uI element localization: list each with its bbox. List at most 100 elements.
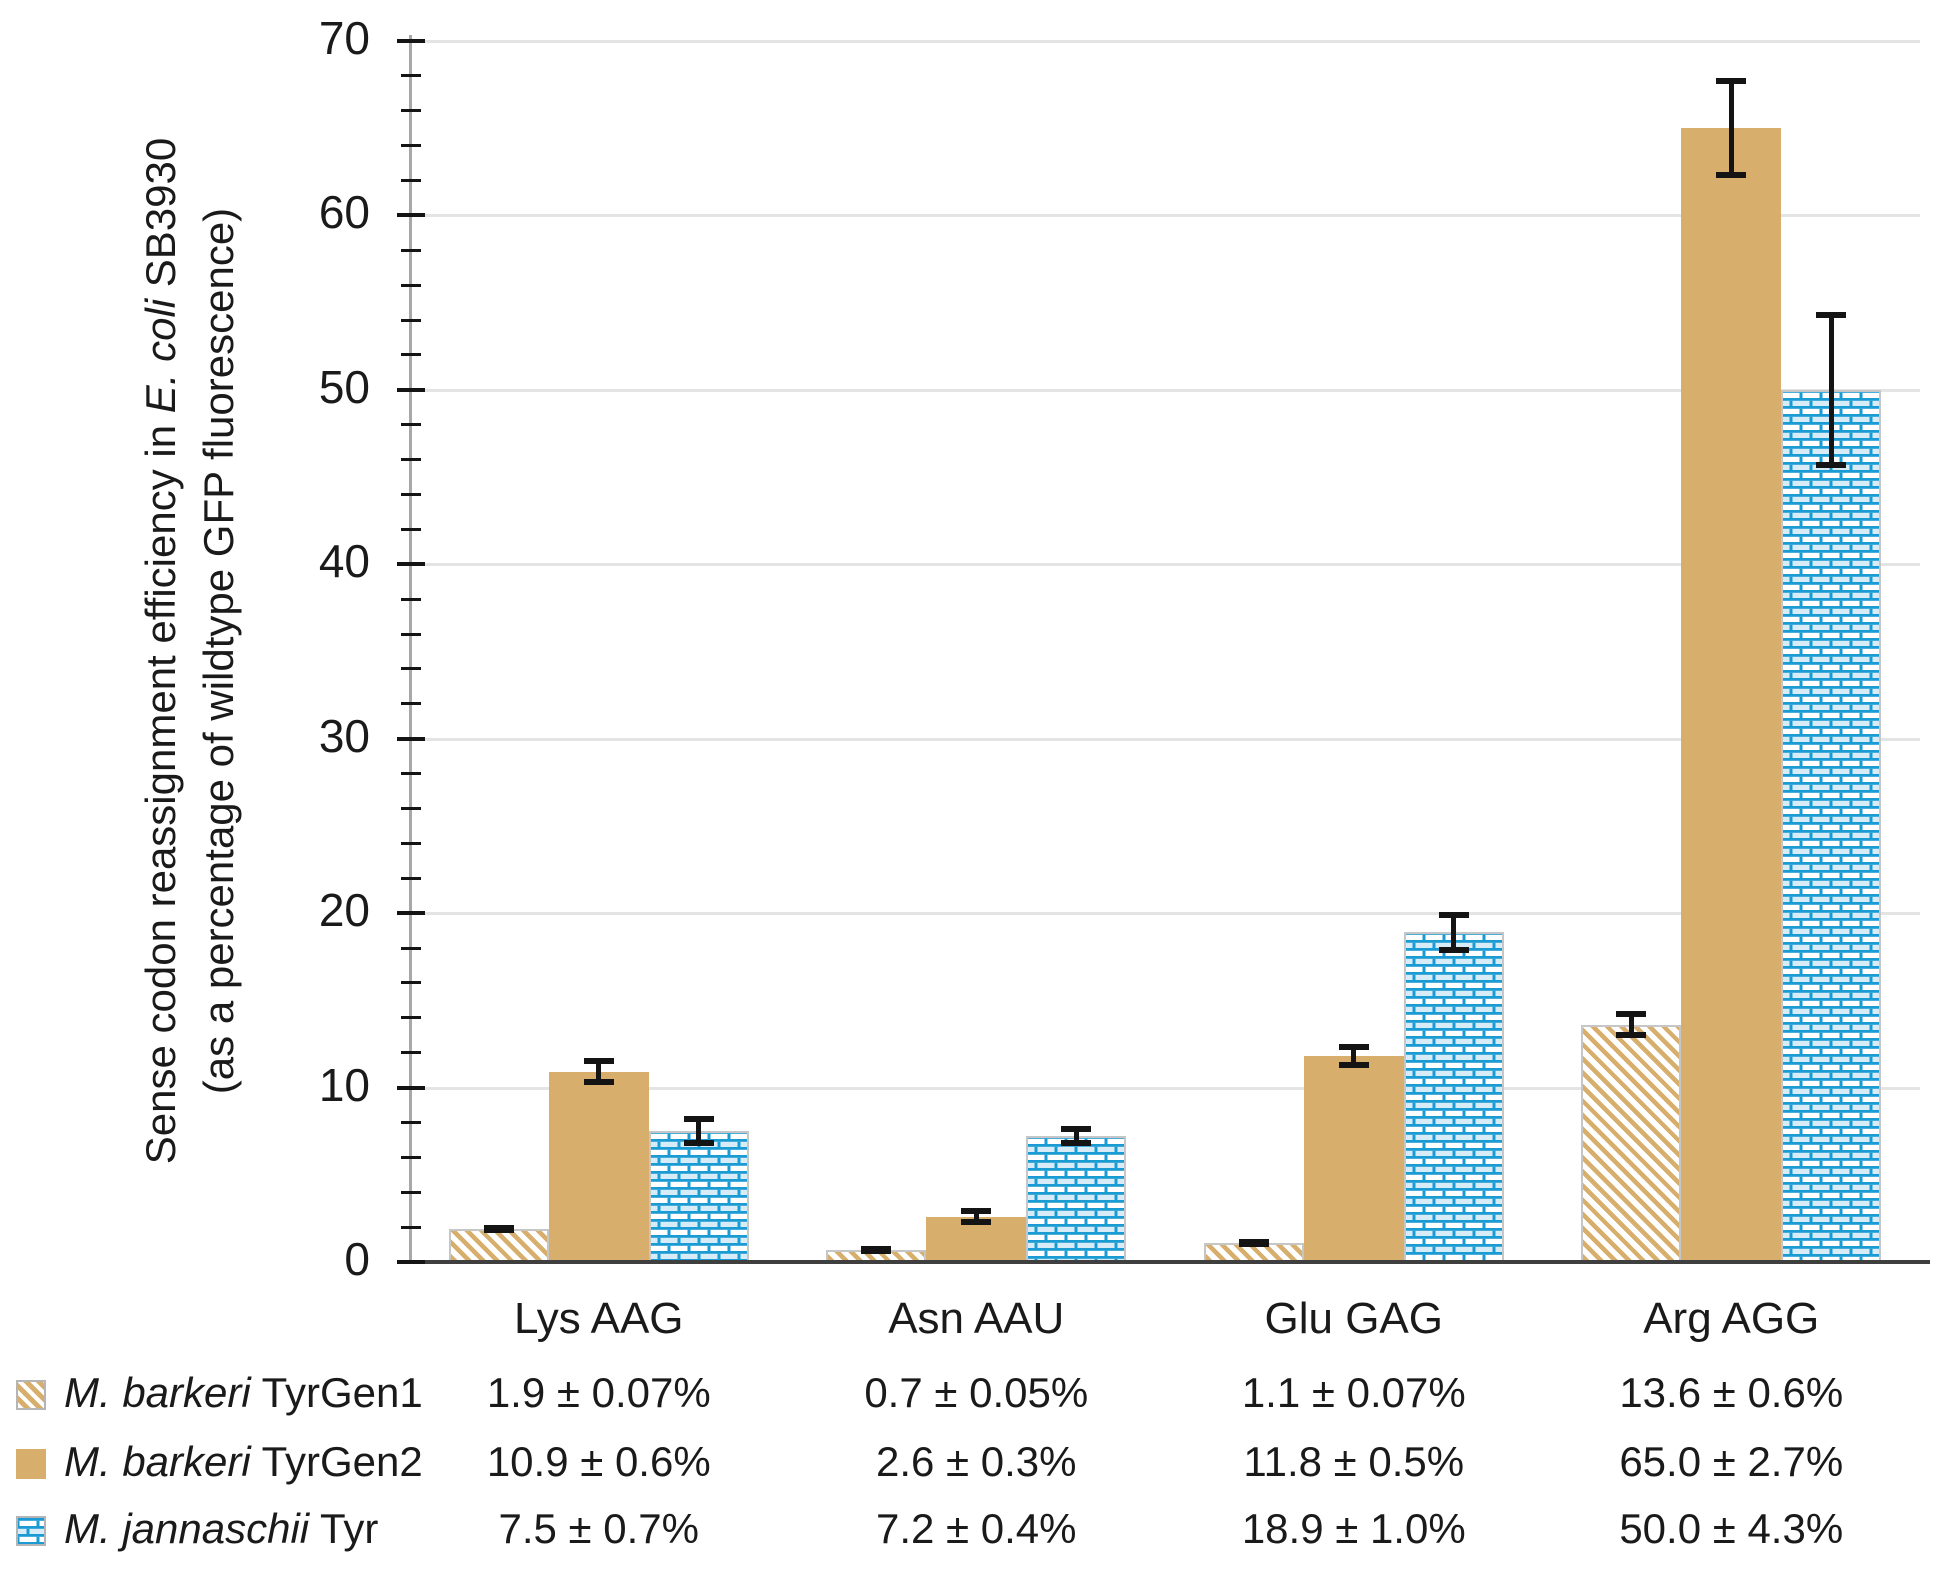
gridline — [410, 563, 1920, 567]
y-axis-minor-tick — [400, 458, 421, 462]
x-axis-label: Lys AAG — [513, 1294, 684, 1343]
y-axis-minor-tick — [400, 179, 421, 183]
y-axis-major-tick — [396, 213, 425, 218]
brick-pattern — [1405, 934, 1502, 1260]
legend-value: 10.9 ± 0.6% — [486, 1438, 711, 1485]
legend-value: 1.9 ± 0.07% — [486, 1369, 711, 1416]
y-axis-minor-tick — [400, 772, 421, 776]
y-tick-label: 70 — [318, 12, 370, 64]
brick-pattern — [18, 1518, 44, 1544]
bar — [648, 1131, 749, 1262]
error-bar — [1061, 1126, 1092, 1147]
error-bar — [483, 1224, 514, 1234]
y-axis-major-tick — [396, 387, 425, 392]
legend-value: 7.5 ± 0.7% — [498, 1505, 699, 1552]
y-axis-major-tick — [396, 736, 425, 741]
y-axis-minor-tick — [400, 1120, 421, 1124]
legend-series-label: M. jannaschii Tyr — [64, 1505, 379, 1552]
y-axis-minor-tick — [400, 806, 421, 810]
y-axis-minor-tick — [400, 632, 421, 636]
y-tick-label: 60 — [318, 186, 370, 239]
error-bar — [961, 1208, 992, 1225]
legend-value: 1.1 ± 0.07% — [1241, 1369, 1466, 1416]
bar — [1681, 128, 1782, 1262]
y-axis-minor-tick — [400, 1051, 421, 1055]
y-axis-minor-tick — [400, 423, 421, 427]
y-axis-minor-tick — [400, 841, 421, 845]
y-axis-minor-tick — [400, 981, 421, 985]
bar — [448, 1228, 549, 1262]
error-bar — [1816, 311, 1847, 468]
error-bar — [1716, 78, 1747, 179]
legend-swatch-solid-icon — [16, 1449, 46, 1479]
error-bar — [861, 1245, 892, 1254]
legend-value: 65.0 ± 2.7% — [1619, 1438, 1844, 1485]
brick-pattern — [650, 1133, 747, 1260]
bar — [1781, 389, 1882, 1262]
bar — [1403, 932, 1504, 1262]
y-axis-minor-tick — [400, 1016, 421, 1020]
y-axis-major-tick — [396, 1085, 425, 1090]
y-tick-label: 10 — [318, 1058, 370, 1111]
y-axis-minor-tick — [400, 1155, 421, 1159]
error-bar — [1616, 1011, 1647, 1039]
y-tick-label: 50 — [318, 360, 370, 413]
y-axis-minor-tick — [400, 144, 421, 148]
y-axis-minor-tick — [400, 493, 421, 496]
gridline — [410, 388, 1920, 392]
legend-series-label: M. barkeri TyrGen2 — [64, 1438, 423, 1485]
bar — [1026, 1136, 1127, 1262]
error-bar — [683, 1115, 714, 1147]
y-tick-label: 30 — [318, 709, 370, 762]
y-axis-minor-tick — [400, 1225, 421, 1229]
y-axis-major-tick — [396, 1260, 425, 1264]
y-tick-label: 40 — [318, 535, 370, 588]
brick-pattern — [1028, 1138, 1125, 1260]
y-axis-major-tick — [396, 39, 425, 43]
error-bar — [1238, 1238, 1269, 1248]
bar — [1581, 1024, 1682, 1262]
legend-value: 11.8 ± 0.5% — [1243, 1438, 1465, 1485]
y-axis-minor-tick — [400, 109, 421, 113]
legend-swatch-diagonal-stripes-icon — [16, 1380, 46, 1410]
legend-value: 18.9 ± 1.0% — [1241, 1505, 1466, 1552]
gridline — [410, 912, 1920, 916]
y-axis-minor-tick — [400, 353, 421, 357]
y-axis-minor-tick — [400, 876, 421, 880]
y-tick-label: 20 — [318, 884, 370, 937]
y-axis-major-tick — [396, 911, 425, 916]
y-axis-minor-tick — [400, 283, 421, 287]
y-axis-minor-tick — [400, 318, 421, 322]
y-axis-minor-tick — [400, 74, 421, 78]
y-axis-minor-tick — [400, 527, 421, 531]
error-bar — [583, 1058, 614, 1086]
x-axis-label: Arg AGG — [1643, 1294, 1820, 1343]
legend-series-label: M. barkeri TyrGen1 — [64, 1369, 423, 1416]
y-axis-minor-tick — [400, 946, 421, 950]
brick-pattern — [1783, 391, 1880, 1260]
legend-value: 0.7 ± 0.05% — [864, 1369, 1089, 1416]
y-axis-minor-tick — [400, 1190, 421, 1194]
gridline — [410, 737, 1920, 741]
error-bar — [1338, 1044, 1369, 1068]
legend-value: 7.2 ± 0.4% — [875, 1505, 1077, 1552]
gridline — [410, 1086, 1920, 1090]
gridline — [410, 40, 1920, 43]
y-tick-label: 0 — [344, 1233, 370, 1285]
y-axis-minor-tick — [400, 702, 421, 706]
y-axis-major-tick — [396, 562, 425, 567]
y-axis-minor-tick — [400, 597, 421, 601]
legend-swatch-brick-icon — [16, 1516, 46, 1546]
legend-value: 2.6 ± 0.3% — [875, 1438, 1077, 1485]
y-axis-line — [409, 35, 412, 1262]
y-axis-minor-tick — [400, 667, 421, 671]
legend-value: 50.0 ± 4.3% — [1619, 1505, 1844, 1552]
legend-value: 13.6 ± 0.6% — [1619, 1369, 1844, 1416]
gridline — [410, 214, 1920, 218]
x-axis-label: Glu GAG — [1264, 1294, 1444, 1343]
y-axis-title-line1: Sense codon reassignment efficiency in E… — [137, 137, 184, 1165]
bar — [548, 1071, 649, 1262]
y-axis-minor-tick — [400, 248, 421, 252]
x-axis-label: Asn AAU — [888, 1294, 1065, 1343]
